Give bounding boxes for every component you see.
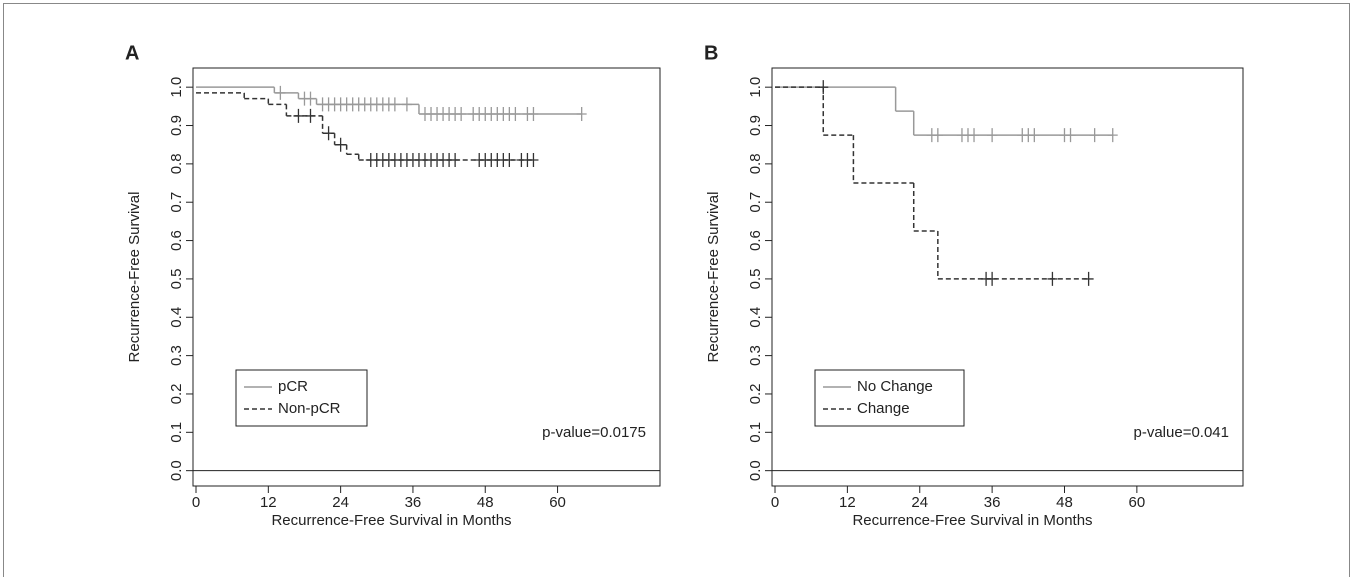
y-tick-label: 0.9 <box>168 115 185 136</box>
y-tick-label: 0.3 <box>747 345 764 366</box>
y-tick-label: 0.7 <box>168 192 185 213</box>
censor-mark <box>1065 128 1076 143</box>
panel-label: B <box>704 42 718 64</box>
y-tick-label: 0.6 <box>168 230 185 251</box>
legend-label: No Change <box>857 378 933 395</box>
censor-mark <box>275 85 286 100</box>
censor-mark <box>969 128 980 143</box>
y-tick-label: 0.3 <box>168 345 185 366</box>
plot-box <box>192 67 661 487</box>
plot-box <box>771 67 1244 487</box>
x-tick-label: 48 <box>477 494 494 511</box>
y-tick-label: 0.0 <box>747 460 764 481</box>
legend-label: Change <box>857 400 910 417</box>
y-tick-label: 0.8 <box>168 153 185 174</box>
x-tick-label: 48 <box>1056 494 1073 511</box>
censor-mark <box>389 97 400 112</box>
x-tick-label: 24 <box>911 494 928 511</box>
censor-mark <box>1029 128 1040 143</box>
legend-label: pCR <box>278 378 308 395</box>
censor-mark <box>528 107 539 122</box>
censor-mark <box>1047 271 1058 286</box>
y-tick-label: 1.0 <box>168 77 185 98</box>
censor-mark <box>510 107 521 122</box>
y-tick-label: 0.7 <box>747 192 764 213</box>
censor-mark <box>987 271 998 286</box>
x-tick-label: 36 <box>984 494 1001 511</box>
censor-mark <box>323 126 334 141</box>
y-axis-title: Recurrence-Free Survival <box>705 192 722 363</box>
x-tick-label: 60 <box>549 494 566 511</box>
censor-mark <box>576 107 587 122</box>
censor-mark <box>1107 128 1118 143</box>
censor-mark <box>504 153 515 168</box>
censor-mark <box>528 153 539 168</box>
censor-mark <box>305 91 316 106</box>
censor-mark <box>932 128 943 143</box>
y-tick-label: 0.4 <box>747 307 764 328</box>
x-tick-label: 36 <box>405 494 422 511</box>
y-tick-label: 0.1 <box>168 422 185 443</box>
censor-mark <box>293 108 304 123</box>
y-axis-title: Recurrence-Free Survival <box>126 192 143 363</box>
p-value: p-value=0.041 <box>1134 424 1230 441</box>
y-tick-label: 0.2 <box>168 384 185 405</box>
figure-frame <box>3 3 1350 577</box>
x-axis-title: Recurrence-Free Survival in Months <box>852 512 1092 529</box>
p-value: p-value=0.0175 <box>542 424 646 441</box>
x-tick-label: 0 <box>771 494 779 511</box>
y-tick-label: 0.6 <box>747 230 764 251</box>
y-tick-label: 0.4 <box>168 307 185 328</box>
censor-mark <box>818 80 829 95</box>
y-tick-label: 0.9 <box>747 115 764 136</box>
panel-label: A <box>125 42 139 64</box>
censor-mark <box>335 137 346 152</box>
y-tick-label: 0.2 <box>747 384 764 405</box>
censor-mark <box>450 153 461 168</box>
x-tick-label: 0 <box>192 494 200 511</box>
censor-mark <box>987 128 998 143</box>
censor-mark <box>1089 128 1100 143</box>
censor-mark <box>305 108 316 123</box>
legend-box <box>814 369 965 427</box>
x-tick-label: 24 <box>332 494 349 511</box>
y-tick-label: 0.8 <box>747 153 764 174</box>
censor-mark <box>1083 271 1094 286</box>
y-tick-label: 0.5 <box>168 268 185 289</box>
x-axis-title: Recurrence-Free Survival in Months <box>271 512 511 529</box>
y-tick-label: 0.0 <box>168 460 185 481</box>
censor-mark <box>401 97 412 112</box>
y-tick-label: 0.5 <box>747 268 764 289</box>
x-tick-label: 12 <box>260 494 277 511</box>
y-tick-label: 1.0 <box>747 77 764 98</box>
x-tick-label: 60 <box>1129 494 1146 511</box>
censor-mark <box>456 107 467 122</box>
legend-label: Non-pCR <box>278 400 341 417</box>
legend-box <box>235 369 368 427</box>
y-tick-label: 0.1 <box>747 422 764 443</box>
x-tick-label: 12 <box>839 494 856 511</box>
